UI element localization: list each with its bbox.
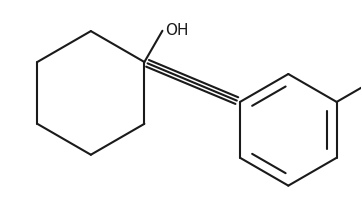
Text: OH: OH [165, 23, 189, 38]
